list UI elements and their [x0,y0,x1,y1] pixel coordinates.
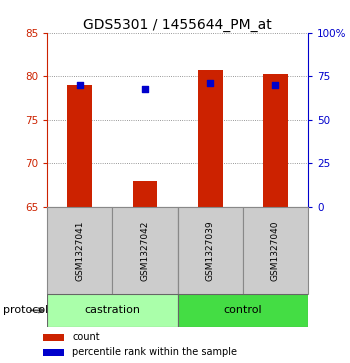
Text: count: count [72,333,100,342]
Bar [198,70,223,207]
Text: GSM1327042: GSM1327042 [141,220,149,281]
Text: protocol: protocol [4,305,49,315]
FancyBboxPatch shape [47,294,177,327]
Text: control: control [224,305,262,315]
Point [208,80,213,86]
FancyBboxPatch shape [177,294,308,327]
FancyBboxPatch shape [47,207,112,294]
Text: percentile rank within the sample: percentile rank within the sample [72,347,237,357]
FancyBboxPatch shape [112,207,177,294]
Text: castration: castration [84,305,140,315]
Bar [263,74,288,207]
Point [142,86,148,92]
Bar [68,85,92,207]
FancyBboxPatch shape [177,207,243,294]
Bar [43,349,64,356]
Bar [43,334,64,341]
Point [273,82,278,88]
Bar [133,181,158,207]
Text: GSM1327039: GSM1327039 [206,220,215,281]
FancyBboxPatch shape [243,207,308,294]
Title: GDS5301 / 1455644_PM_at: GDS5301 / 1455644_PM_at [83,18,272,32]
Point [77,82,83,88]
Text: GSM1327040: GSM1327040 [271,220,280,281]
Text: GSM1327041: GSM1327041 [75,220,84,281]
